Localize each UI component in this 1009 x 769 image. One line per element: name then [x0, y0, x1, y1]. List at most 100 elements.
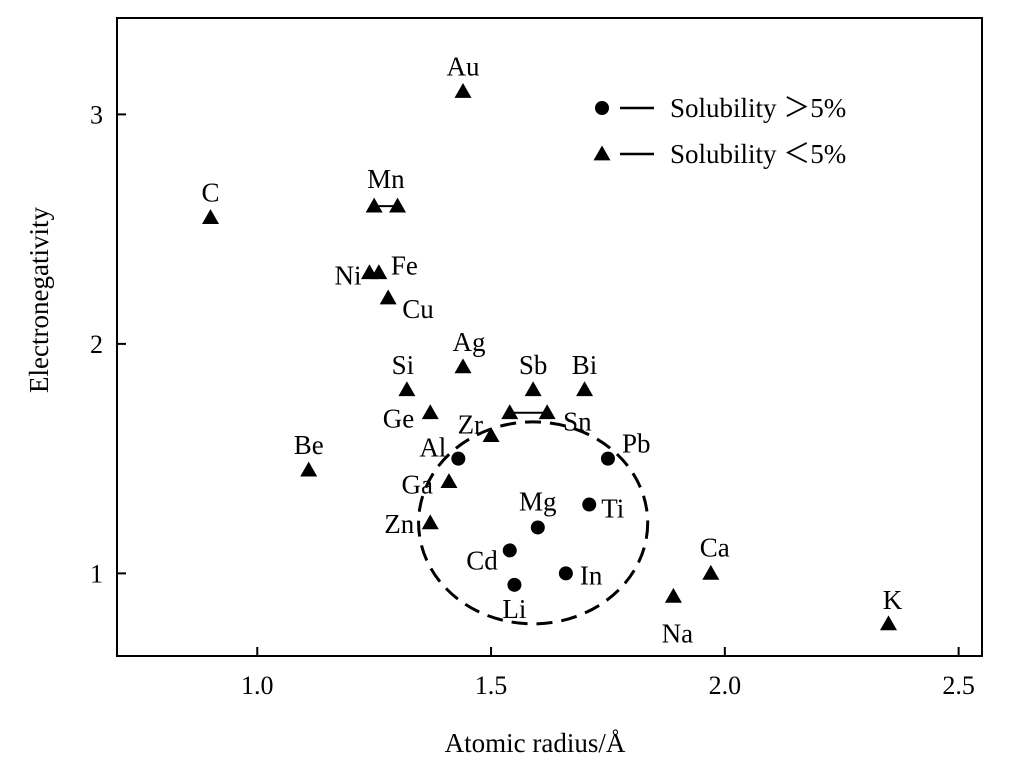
point-al: Al [419, 433, 466, 466]
legend-label: Solubility ＞5% [670, 93, 846, 123]
point-zn-marker [421, 514, 439, 530]
point-li-label: Li [502, 594, 526, 624]
legend-entry-solubility-low: Solubility ＜5% [593, 139, 846, 169]
point-li-marker [507, 577, 522, 592]
point-cd: Cd [466, 543, 517, 575]
point-mg-marker [530, 520, 545, 535]
plot-area [116, 17, 983, 657]
point-na: Na [662, 587, 693, 648]
legend: Solubility ＞5% Solubility ＜5% [593, 93, 846, 169]
x-axis: 1.0 1.5 2.0 2.5 [241, 647, 975, 700]
x-tick-label: 1.0 [241, 671, 274, 700]
legend-triangle-marker [593, 145, 611, 161]
point-ti: Ti [582, 494, 624, 524]
point-sn-label: Sn [563, 407, 592, 437]
point-ca-label: Ca [700, 532, 730, 562]
point-ga-label: Ga [401, 470, 432, 500]
point-in: In [558, 560, 603, 590]
y-tick-label: 3 [90, 100, 103, 129]
point-ga: Ga [401, 470, 458, 500]
point-sn-marker-2 [501, 404, 519, 420]
point-cu: Cu [379, 289, 434, 324]
point-si-marker [398, 381, 416, 397]
legend-label: Solubility ＜5% [670, 139, 846, 169]
point-sn: Sn [501, 404, 592, 437]
point-c: C [202, 178, 220, 225]
point-cd-marker [502, 543, 517, 558]
point-ni-label: Ni [334, 261, 361, 291]
y-tick-label: 1 [90, 559, 103, 588]
point-ca: Ca [700, 532, 730, 580]
point-ti-marker [582, 497, 597, 512]
x-axis-title: Atomic radius/Å [445, 728, 626, 758]
point-ag: Ag [453, 327, 486, 374]
point-al-label: Al [419, 433, 446, 463]
point-mn-label: Mn [367, 164, 405, 194]
point-mg: Mg [519, 486, 557, 535]
point-bi-label: Bi [572, 350, 598, 380]
annotations [417, 420, 650, 626]
point-k-label: K [883, 585, 903, 615]
point-c-label: C [202, 178, 220, 208]
y-tick-label: 2 [90, 330, 103, 359]
point-si: Si [392, 350, 416, 397]
point-mn: Mn [365, 164, 407, 213]
point-al-marker [451, 451, 466, 466]
point-fe-label: Fe [391, 251, 418, 281]
x-tick-label: 2.0 [709, 671, 742, 700]
point-ti-label: Ti [601, 494, 624, 524]
point-in-marker [558, 566, 573, 581]
solubility-region-ellipse [417, 420, 650, 626]
point-ge-marker [421, 404, 439, 420]
point-au-marker [454, 82, 472, 98]
point-pb-marker [600, 451, 615, 466]
point-pb: Pb [600, 429, 651, 466]
point-sb-marker [524, 381, 542, 397]
point-in-label: In [580, 560, 603, 590]
point-sb-label: Sb [519, 350, 548, 380]
point-na-label: Na [662, 618, 693, 648]
point-si-label: Si [392, 350, 415, 380]
point-bi: Bi [572, 350, 598, 397]
point-ge-label: Ge [383, 404, 414, 434]
point-pb-label: Pb [622, 429, 651, 459]
x-tick-label: 2.5 [942, 671, 975, 700]
point-ca-marker [702, 564, 720, 580]
data-points: Al Pb Mg Ti Cd In Li Au C Mn Ni Fe Cu Ag Si Sb Bi Ge Sn Zr B… [202, 51, 903, 648]
point-be: Be [294, 430, 324, 477]
point-c-marker [202, 209, 220, 225]
point-zr-label: Zr [458, 410, 483, 440]
point-ni: Ni [334, 261, 378, 291]
point-zr: Zr [458, 410, 500, 443]
point-li: Li [502, 577, 526, 624]
y-axis: 1 2 3 [90, 100, 126, 588]
point-au-label: Au [447, 51, 480, 81]
point-cu-label: Cu [402, 294, 434, 324]
point-mn-marker-2 [389, 197, 407, 213]
point-cd-label: Cd [466, 545, 498, 575]
point-zn: Zn [384, 509, 439, 539]
point-na-marker [664, 587, 682, 603]
point-be-label: Be [294, 430, 324, 460]
point-sn-marker [538, 404, 556, 420]
point-ga-marker [440, 473, 458, 488]
point-ag-label: Ag [453, 327, 486, 357]
point-ag-marker [454, 358, 472, 374]
plot-frame [116, 17, 983, 657]
point-k: K [879, 585, 903, 631]
point-bi-marker [576, 381, 594, 397]
point-fe: Fe [370, 251, 418, 281]
point-au: Au [447, 51, 480, 98]
point-cu-marker [379, 289, 397, 305]
point-ge: Ge [383, 404, 439, 434]
point-mg-label: Mg [519, 486, 557, 516]
legend-circle-marker [595, 101, 609, 115]
point-mn-marker [365, 197, 383, 213]
point-fe-marker [370, 264, 388, 280]
legend-entry-solubility-high: Solubility ＞5% [595, 93, 846, 123]
point-be-marker [300, 461, 318, 477]
point-zn-label: Zn [384, 509, 414, 539]
point-zr-marker [482, 427, 500, 443]
x-tick-label: 1.5 [475, 671, 508, 700]
